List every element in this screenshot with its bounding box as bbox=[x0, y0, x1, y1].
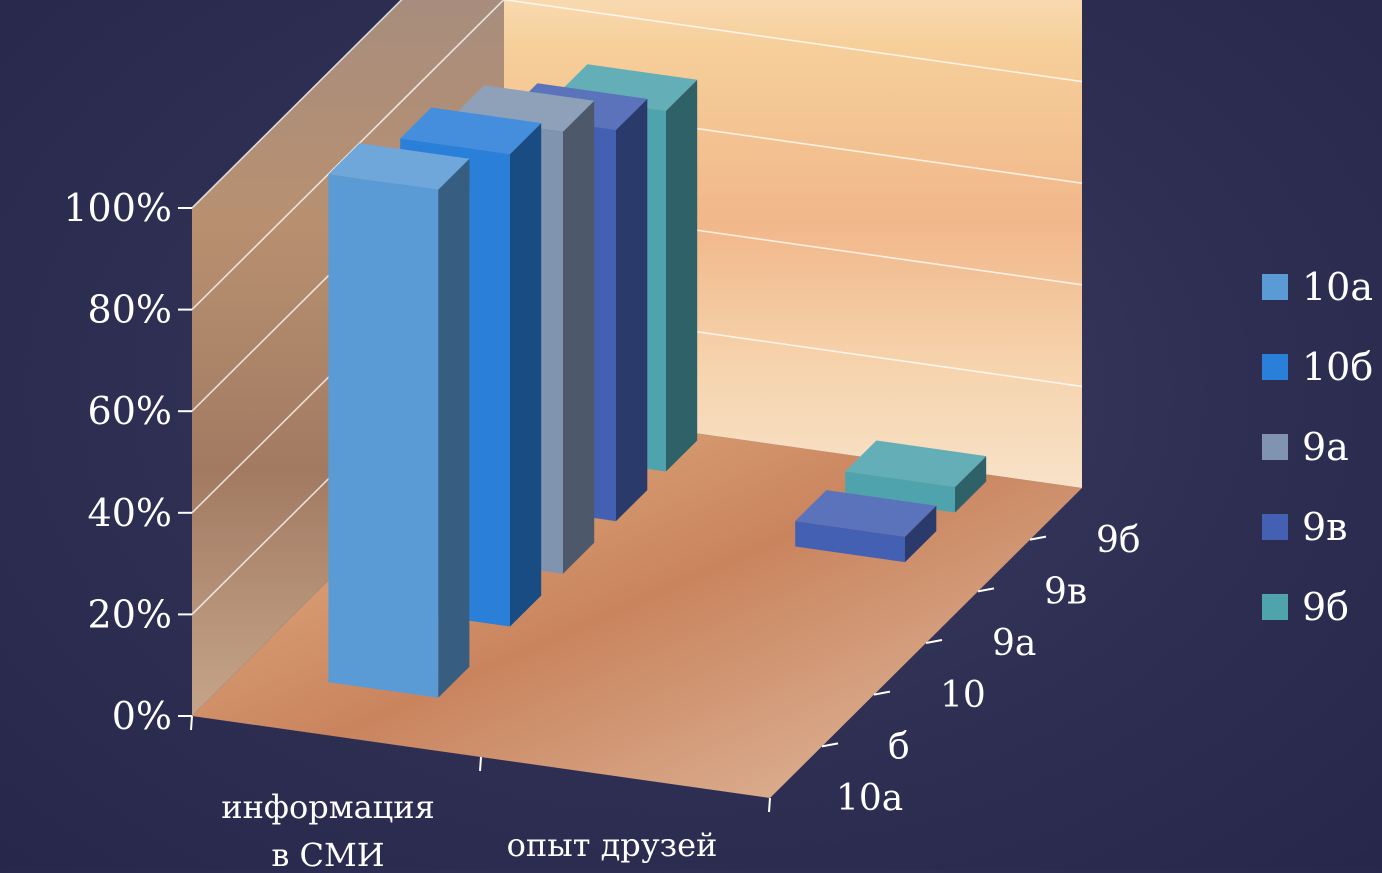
bar-side bbox=[905, 505, 937, 563]
legend-item: 10а bbox=[1262, 265, 1373, 309]
y-tick-label: 40% bbox=[88, 491, 172, 535]
x-tick-mark bbox=[768, 797, 771, 813]
bar-front bbox=[795, 521, 905, 563]
gridline bbox=[191, 0, 1083, 311]
y-tick-label: 100% bbox=[63, 186, 172, 230]
bar-side bbox=[510, 123, 542, 627]
legend-item: 9в bbox=[1262, 505, 1348, 549]
legend-swatch bbox=[1262, 514, 1288, 540]
legend-label: 9б bbox=[1302, 585, 1349, 629]
x-tick-mark bbox=[479, 756, 482, 772]
legend-label: 10а bbox=[1302, 265, 1373, 309]
bar-side bbox=[563, 100, 595, 574]
legend-item: 9б bbox=[1262, 585, 1349, 629]
chart-legend: 10а 10б 9а 9в 9б bbox=[1262, 265, 1373, 629]
legend-swatch bbox=[1262, 354, 1288, 380]
x-category-label: в СМИ bbox=[271, 836, 384, 869]
chart-bars bbox=[328, 64, 987, 698]
y-tick-label: 20% bbox=[88, 592, 172, 636]
legend-item: 9а bbox=[1262, 425, 1349, 469]
chart-labels: 0% 20% 40% 60% 80% 100% информация в СМИ опыт др… bbox=[63, 186, 1141, 873]
legend-item: 10б bbox=[1262, 345, 1373, 389]
bar-side bbox=[666, 79, 698, 472]
bar-top bbox=[328, 143, 470, 190]
bar-9в-2 bbox=[795, 490, 937, 563]
depth-tick-mark bbox=[873, 690, 891, 696]
depth-tick-mark bbox=[1029, 535, 1047, 541]
x-category-label: информация bbox=[221, 788, 435, 826]
bar-top bbox=[845, 440, 987, 488]
bar-10а-1 bbox=[328, 143, 470, 698]
depth-axis-label: 10 bbox=[940, 675, 986, 716]
legend-swatch bbox=[1262, 434, 1288, 460]
depth-axis-label: 9в bbox=[1044, 572, 1087, 613]
depth-axis-label: 9б bbox=[1096, 520, 1141, 561]
depth-axis-label: 9а bbox=[992, 623, 1036, 664]
depth-tick-mark bbox=[977, 587, 995, 593]
depth-axis-label: 10а bbox=[836, 778, 903, 819]
bar-side bbox=[616, 98, 648, 522]
depth-axis-label: б bbox=[888, 727, 910, 768]
bar-front bbox=[845, 471, 955, 513]
bar-front bbox=[328, 174, 439, 698]
gridline bbox=[191, 0, 403, 209]
y-tick-label: 60% bbox=[88, 389, 172, 433]
bar-side bbox=[955, 456, 987, 513]
bar-top bbox=[795, 490, 937, 537]
legend-label: 9в bbox=[1302, 505, 1348, 549]
bar-side bbox=[438, 158, 470, 698]
legend-swatch bbox=[1262, 594, 1288, 620]
depth-tick-mark bbox=[821, 742, 839, 748]
legend-label: 10б bbox=[1302, 345, 1373, 389]
depth-tick-mark bbox=[925, 639, 943, 644]
y-tick-label: 80% bbox=[88, 288, 172, 332]
x-category-label: опыт друзей bbox=[507, 826, 718, 864]
legend-swatch bbox=[1262, 274, 1288, 300]
y-tick-label: 0% bbox=[112, 694, 172, 738]
bar-top bbox=[400, 107, 542, 155]
bar-9б-2 bbox=[845, 440, 987, 513]
legend-label: 9а bbox=[1302, 425, 1349, 469]
x-tick-mark bbox=[190, 715, 193, 731]
